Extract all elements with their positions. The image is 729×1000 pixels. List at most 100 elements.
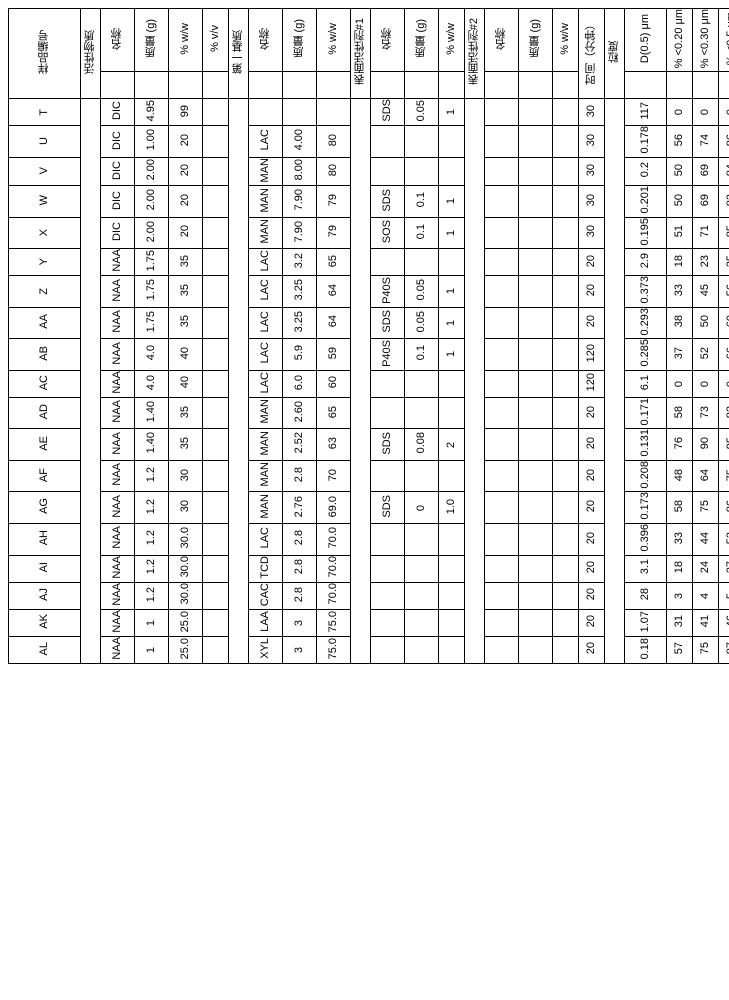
- cell-value: 5.9: [293, 345, 305, 360]
- table-cell: [405, 582, 439, 609]
- table-cell: 18: [667, 555, 693, 582]
- table-cell: 1.75: [135, 276, 169, 308]
- table-cell: 65: [317, 397, 351, 429]
- table-cell: [519, 307, 553, 339]
- table-cell: CAC: [249, 582, 283, 609]
- table-cell: [553, 397, 579, 429]
- table-cell: [371, 524, 405, 556]
- cell-value: 80: [327, 134, 339, 146]
- table-cell: [485, 157, 519, 185]
- table-cell: [553, 609, 579, 636]
- table-cell: [553, 249, 579, 276]
- cell-value: 38: [673, 315, 685, 327]
- cell-value: 1: [445, 198, 457, 204]
- cell-value: MAN: [259, 399, 271, 423]
- table-cell: LAC: [249, 276, 283, 308]
- cell-value: 2.76: [293, 496, 305, 517]
- table-cell: 33: [667, 276, 693, 308]
- cell-value: 70.0: [327, 527, 339, 548]
- table-cell: 66: [719, 339, 729, 371]
- table-cell: [519, 460, 553, 492]
- table-cell: 3.25: [283, 307, 317, 339]
- hdr-s1-ww: % w/w: [445, 23, 457, 55]
- table-cell: [203, 582, 229, 609]
- table-cell: MAN: [249, 217, 283, 249]
- table-cell: [553, 429, 579, 461]
- cell-value: 69.0: [327, 496, 339, 517]
- table-cell: NAA: [101, 609, 135, 636]
- table-cell: 0.1: [405, 186, 439, 218]
- cell-value: 70: [327, 469, 339, 481]
- table-cell: 120: [579, 370, 605, 397]
- table-cell: NAA: [101, 276, 135, 308]
- table-cell: 20: [579, 524, 605, 556]
- table-cell: [519, 492, 553, 524]
- cell-value: 2.8: [293, 530, 305, 545]
- table-cell: 70.0: [317, 524, 351, 556]
- table-cell: Z: [9, 276, 81, 308]
- cell-value: 83: [725, 194, 729, 206]
- table-cell: [485, 370, 519, 397]
- table-cell: 20: [579, 555, 605, 582]
- cell-value: 50: [673, 194, 685, 206]
- group-spacer: [351, 99, 371, 664]
- table-cell: 56: [667, 126, 693, 158]
- table-cell: 73: [693, 397, 719, 429]
- hdr-active: 活性物质: [84, 30, 96, 74]
- table-cell: [405, 126, 439, 158]
- table-cell: X: [9, 217, 81, 249]
- cell-value: 86: [725, 134, 729, 146]
- table-cell: 20: [579, 582, 605, 609]
- table-cell: NAA: [101, 307, 135, 339]
- cell-value: 4.0: [145, 345, 157, 360]
- hdr-active-vv: % v/v: [209, 25, 221, 52]
- cell-value: 20: [585, 561, 597, 573]
- table-cell: 20: [169, 157, 203, 185]
- table-cell: MAN: [249, 397, 283, 429]
- table-cell: 20: [169, 217, 203, 249]
- table-cell: 95: [719, 429, 729, 461]
- cell-value: 2.52: [293, 432, 305, 453]
- table-cell: 0.2: [625, 157, 667, 185]
- table-cell: [203, 186, 229, 218]
- hdr-psd: 粒度: [608, 41, 620, 63]
- table-cell: [405, 609, 439, 636]
- table-cell: 2.8: [283, 555, 317, 582]
- table-cell: 6.1: [625, 370, 667, 397]
- cell-value: 20: [585, 615, 597, 627]
- table-cell: MAN: [249, 460, 283, 492]
- hdr-active-ww: % w/w: [179, 23, 191, 55]
- table-cell: 20: [579, 492, 605, 524]
- cell-value: AJ: [38, 588, 50, 601]
- cell-value: DIC: [111, 161, 123, 180]
- cell-value: 7.90: [293, 221, 305, 242]
- cell-value: 35: [179, 437, 191, 449]
- cell-value: 0.1: [415, 192, 427, 207]
- hdr-matrix: 第一基质: [232, 30, 244, 74]
- cell-value: 31: [673, 615, 685, 627]
- cell-value: 0.178: [639, 126, 651, 154]
- table-cell: [405, 397, 439, 429]
- cell-value: 0.293: [639, 308, 651, 336]
- table-cell: [439, 636, 465, 663]
- cell-value: NAA: [111, 463, 123, 486]
- table-cell: 1: [439, 217, 465, 249]
- cell-value: 20: [585, 588, 597, 600]
- hdr-p020: % <0.20 μm: [673, 9, 685, 68]
- hdr-d05: D(0.5) μm: [639, 14, 651, 63]
- table-cell: 2.00: [135, 186, 169, 218]
- table-cell: 20: [579, 276, 605, 308]
- table-cell: [203, 555, 229, 582]
- cell-value: NAA: [111, 637, 123, 660]
- cell-value: 40: [179, 347, 191, 359]
- table-cell: DIC: [101, 186, 135, 218]
- table-cell: 35: [169, 249, 203, 276]
- cell-value: X: [38, 229, 50, 236]
- cell-value: 76: [673, 437, 685, 449]
- table-cell: 46: [719, 609, 729, 636]
- table-cell: [519, 186, 553, 218]
- table-cell: [371, 126, 405, 158]
- table-cell: 60: [317, 370, 351, 397]
- table-cell: 64: [317, 276, 351, 308]
- cell-value: 84: [725, 164, 729, 176]
